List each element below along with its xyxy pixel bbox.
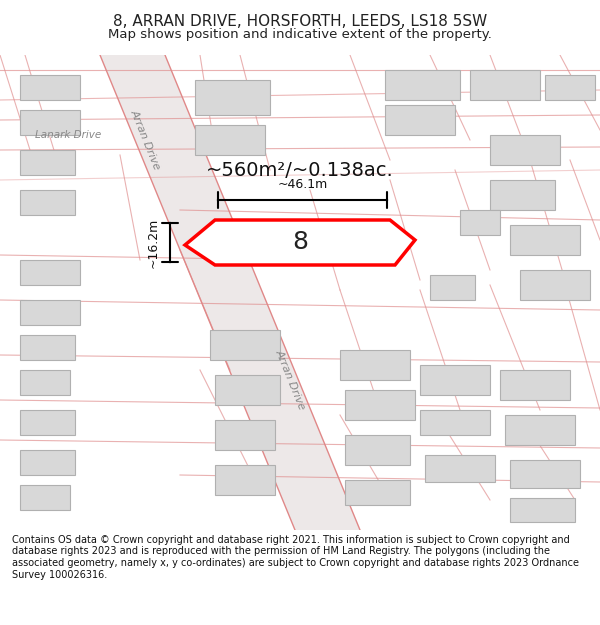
Polygon shape xyxy=(500,370,570,400)
Polygon shape xyxy=(430,275,475,300)
Polygon shape xyxy=(100,55,360,530)
Polygon shape xyxy=(20,75,80,100)
Polygon shape xyxy=(460,210,500,235)
Polygon shape xyxy=(385,105,455,135)
Text: Arran Drive: Arran Drive xyxy=(274,348,307,412)
Polygon shape xyxy=(195,80,270,115)
Polygon shape xyxy=(420,410,490,435)
Polygon shape xyxy=(210,330,280,360)
Polygon shape xyxy=(510,460,580,488)
Polygon shape xyxy=(345,390,415,420)
Polygon shape xyxy=(345,480,410,505)
Polygon shape xyxy=(340,350,410,380)
Polygon shape xyxy=(490,135,560,165)
Polygon shape xyxy=(20,110,80,135)
Polygon shape xyxy=(20,450,75,475)
Polygon shape xyxy=(420,365,490,395)
Polygon shape xyxy=(20,370,70,395)
Polygon shape xyxy=(20,190,75,215)
Polygon shape xyxy=(185,220,415,265)
Text: Lanark Drive: Lanark Drive xyxy=(35,130,101,140)
Text: Map shows position and indicative extent of the property.: Map shows position and indicative extent… xyxy=(108,28,492,41)
Polygon shape xyxy=(510,225,580,255)
Polygon shape xyxy=(215,420,275,450)
Polygon shape xyxy=(490,180,555,210)
Polygon shape xyxy=(345,435,410,465)
Text: ~560m²/~0.138ac.: ~560m²/~0.138ac. xyxy=(206,161,394,179)
Polygon shape xyxy=(20,150,75,175)
Polygon shape xyxy=(425,455,495,482)
Polygon shape xyxy=(20,300,80,325)
Polygon shape xyxy=(520,270,590,300)
Text: Arran Drive: Arran Drive xyxy=(128,108,161,172)
Polygon shape xyxy=(20,260,80,285)
Polygon shape xyxy=(510,498,575,522)
Polygon shape xyxy=(545,75,595,100)
Polygon shape xyxy=(215,375,280,405)
Polygon shape xyxy=(195,125,265,155)
Text: 8, ARRAN DRIVE, HORSFORTH, LEEDS, LS18 5SW: 8, ARRAN DRIVE, HORSFORTH, LEEDS, LS18 5… xyxy=(113,14,487,29)
Text: 8: 8 xyxy=(292,230,308,254)
Polygon shape xyxy=(20,335,75,360)
Text: Contains OS data © Crown copyright and database right 2021. This information is : Contains OS data © Crown copyright and d… xyxy=(12,535,579,579)
Text: ~16.2m: ~16.2m xyxy=(147,217,160,268)
Polygon shape xyxy=(215,465,275,495)
Polygon shape xyxy=(470,70,540,100)
Polygon shape xyxy=(20,410,75,435)
Polygon shape xyxy=(20,485,70,510)
Polygon shape xyxy=(505,415,575,445)
Polygon shape xyxy=(385,70,460,100)
Text: ~46.1m: ~46.1m xyxy=(277,179,328,191)
